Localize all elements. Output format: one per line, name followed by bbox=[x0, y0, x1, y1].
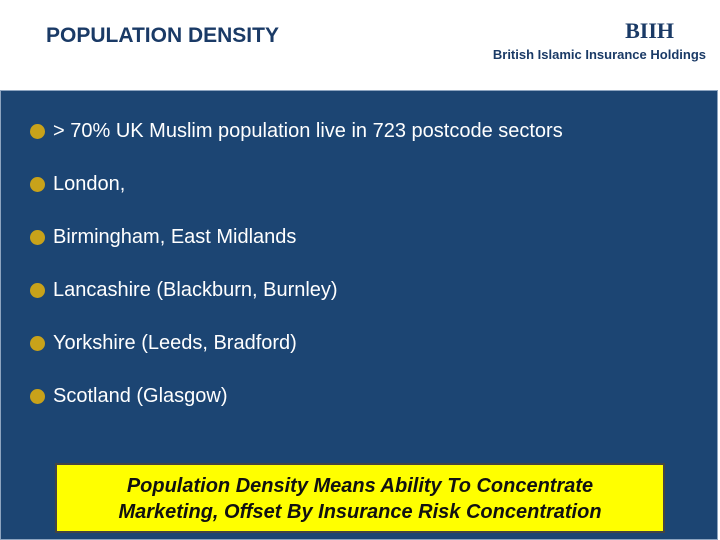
bullet: > 70% UK Muslim population live in 723 p… bbox=[30, 120, 563, 143]
logo: BIIH bbox=[625, 18, 674, 43]
bullet-dot bbox=[30, 230, 45, 245]
title: POPULATION DENSITY bbox=[46, 24, 279, 47]
bullet-dot bbox=[30, 177, 45, 192]
callout: Population Density Means Ability To Conc… bbox=[55, 463, 665, 533]
bullet-text: Birmingham, East Midlands bbox=[53, 226, 297, 248]
bullet-text: London, bbox=[53, 173, 126, 195]
bullet: Lancashire (Blackburn, Burnley) bbox=[30, 279, 338, 302]
bullet-dot bbox=[30, 124, 45, 139]
bullet: London, bbox=[30, 173, 125, 196]
bullet-text: > 70% UK Muslim population live in 723 p… bbox=[53, 120, 563, 142]
bullet-text: Scotland (Glasgow) bbox=[53, 385, 228, 407]
bullet-dot bbox=[30, 283, 45, 298]
bullet: Scotland (Glasgow) bbox=[30, 385, 228, 408]
bullet: Yorkshire (Leeds, Bradford) bbox=[30, 332, 297, 355]
bullet-dot bbox=[30, 336, 45, 351]
bullet-text: Lancashire (Blackburn, Burnley) bbox=[53, 279, 338, 301]
callout-line: Population Density Means Ability To Conc… bbox=[126, 475, 594, 497]
bullet: Birmingham, East Midlands bbox=[30, 226, 296, 249]
bullet-dot bbox=[30, 389, 45, 404]
bullet-text: Yorkshire (Leeds, Bradford) bbox=[53, 332, 297, 354]
callout-line: Marketing, Offset By Insurance Risk Conc… bbox=[118, 501, 602, 523]
company: British Islamic Insurance Holdings bbox=[492, 47, 706, 62]
